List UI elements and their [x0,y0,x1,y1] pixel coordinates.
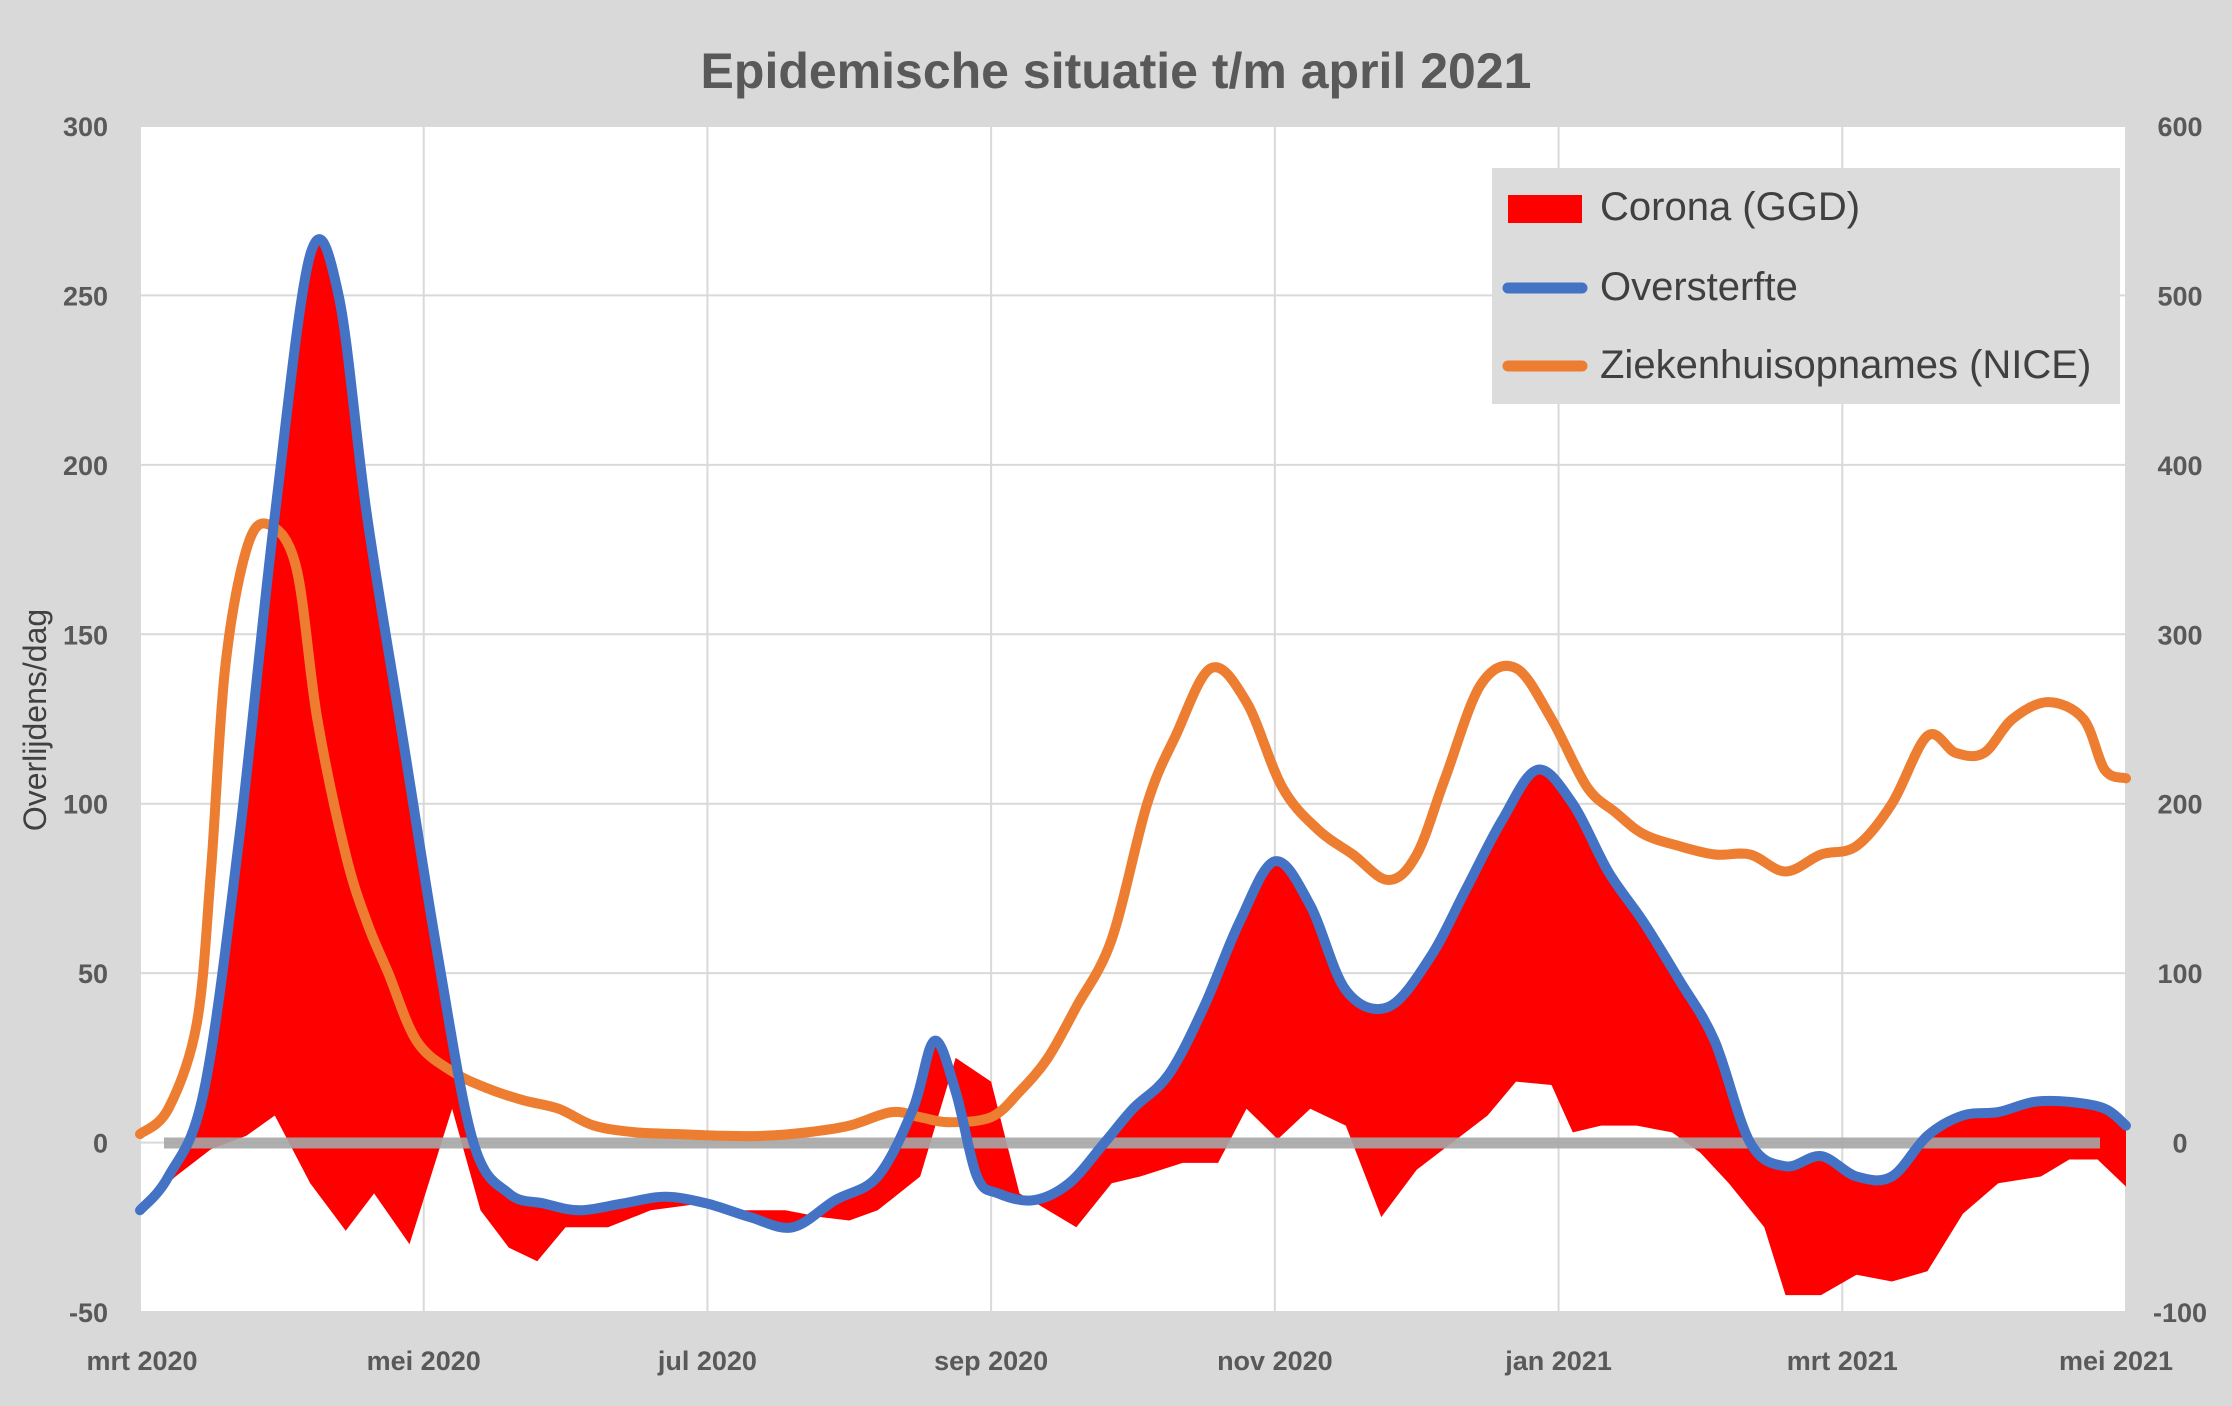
y-tick-label: 250 [63,281,108,311]
y2-tick-label: 300 [2157,620,2202,650]
y-tick-label: 50 [78,959,108,989]
y2-tick-label: 600 [2157,112,2202,142]
nice-line [135,518,2131,1142]
y-tick-label: 150 [63,620,108,650]
y2-tick-label: 100 [2157,959,2202,989]
y2-tick-label: 500 [2157,281,2202,311]
legend: Corona (GGD) Oversterfte Ziekenhuisopnam… [1492,168,2120,404]
legend-box [1492,168,2120,404]
oversterfte-line [135,234,2131,1233]
x-tick-label: mrt 2021 [1787,1346,1898,1376]
y-tick-label: 200 [63,451,108,481]
y-axis-label: Overlijdens/dag [17,609,53,831]
y2-tick-label: -100 [2153,1298,2207,1328]
y-tick-label: -50 [69,1298,108,1328]
legend-label-nice: Ziekenhuisopnames (NICE) [1600,343,2091,387]
chart-title: Epidemische situatie t/m april 2021 [701,43,1532,99]
y-tick-label: 100 [63,790,108,820]
x-tick-label: mei 2021 [2059,1346,2173,1376]
x-tick-label: jan 2021 [1504,1346,1612,1376]
legend-label-oversterfte: Oversterfte [1600,265,1798,309]
y2-tick-label: 200 [2157,790,2202,820]
y-axis-left-ticks: 300 250 200 150 100 50 0 -50 [63,112,108,1328]
x-axis-ticks: mrt 2020 mei 2020 jul 2020 sep 2020 nov 2020… [86,1346,2173,1376]
series-lines [135,234,2131,1233]
x-tick-label: mrt 2020 [86,1346,197,1376]
corona-ggd-area [140,239,2126,1296]
y2-tick-label: 400 [2157,451,2202,481]
y-axis-right-ticks: 600 500 400 300 200 100 0 -100 [2153,112,2207,1328]
legend-label-corona: Corona (GGD) [1600,185,1860,229]
x-tick-label: sep 2020 [934,1346,1048,1376]
y2-tick-label: 0 [2172,1129,2187,1159]
x-tick-label: mei 2020 [367,1346,481,1376]
corona-area-layer [140,239,2126,1296]
legend-swatch-corona [1508,195,1582,223]
y-tick-label: 300 [63,112,108,142]
y-tick-label: 0 [93,1129,108,1159]
x-tick-label: nov 2020 [1217,1346,1333,1376]
x-tick-label: jul 2020 [657,1346,757,1376]
